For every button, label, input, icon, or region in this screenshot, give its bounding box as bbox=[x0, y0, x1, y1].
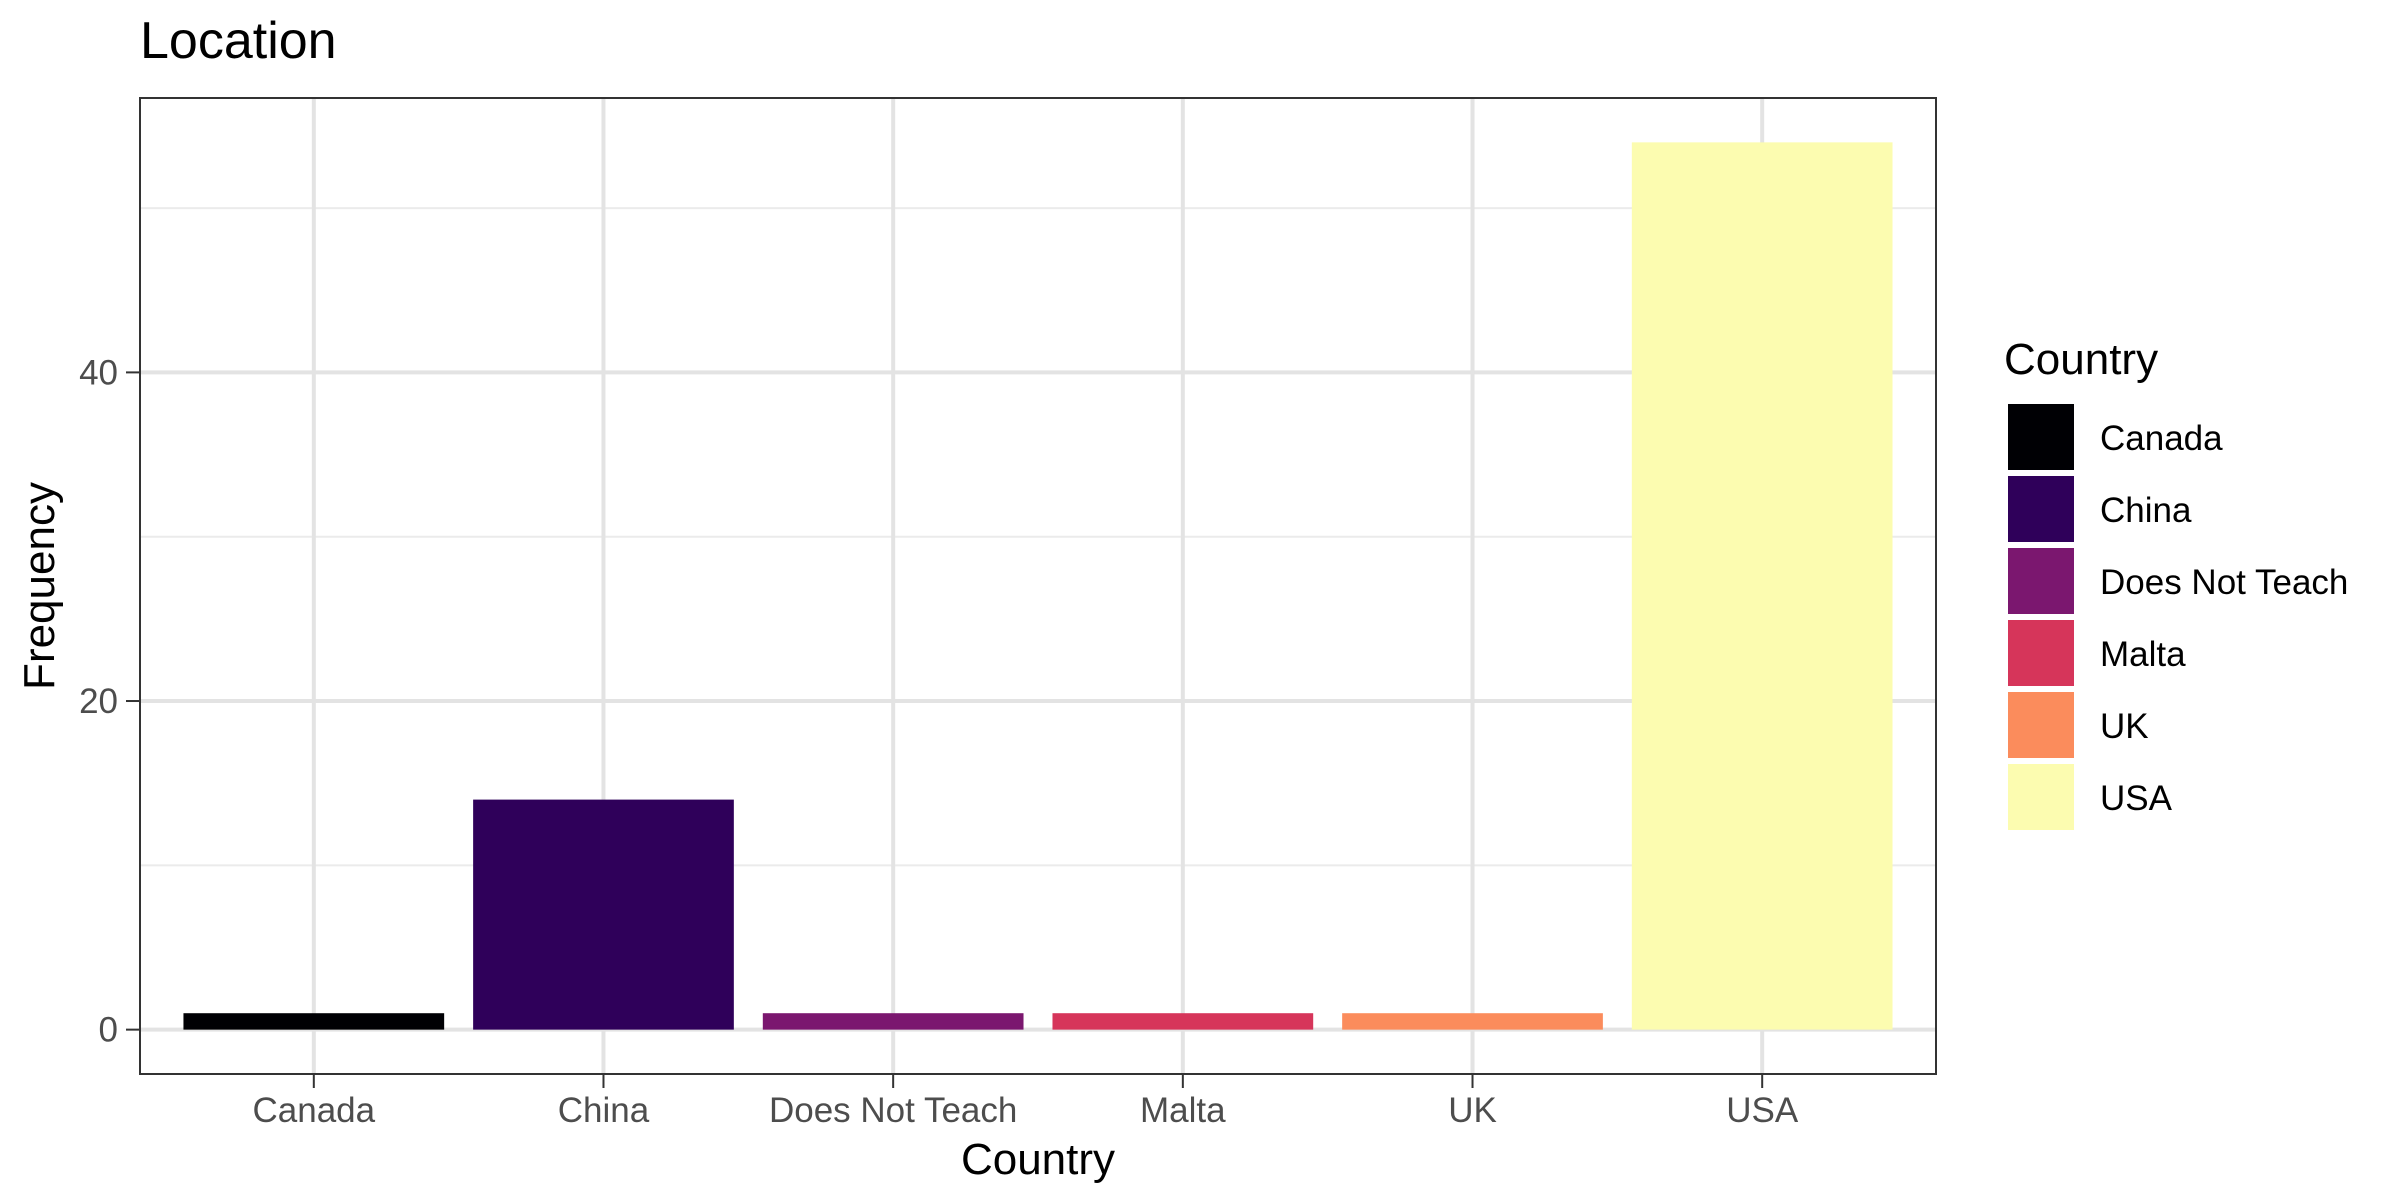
legend-key-usa bbox=[2008, 764, 2074, 830]
y-axis-title: Frequency bbox=[15, 482, 64, 690]
x-tick-label: Malta bbox=[1140, 1091, 1226, 1130]
legend-key-uk bbox=[2008, 692, 2074, 758]
legend-label: Malta bbox=[2100, 635, 2186, 674]
x-tick-label: UK bbox=[1448, 1091, 1497, 1130]
y-tick-label: 20 bbox=[79, 682, 118, 721]
legend-label: UK bbox=[2100, 707, 2149, 746]
panel-border bbox=[139, 97, 1937, 1075]
x-tick-label: China bbox=[558, 1091, 650, 1130]
bar-malta bbox=[1052, 1013, 1314, 1030]
y-tick-label: 0 bbox=[99, 1011, 118, 1050]
legend-key-malta bbox=[2008, 620, 2074, 686]
legend-label: Canada bbox=[2100, 419, 2223, 458]
bar-uk bbox=[1342, 1013, 1603, 1030]
legend-title: Country bbox=[2004, 335, 2158, 384]
bar-canada bbox=[183, 1013, 445, 1030]
legend-label: USA bbox=[2100, 779, 2173, 818]
y-axis: 0 20 40 bbox=[79, 353, 140, 1050]
legend-key-china bbox=[2008, 476, 2074, 542]
bars bbox=[183, 142, 1893, 1030]
legend-label: China bbox=[2100, 491, 2192, 530]
x-tick-label: Does Not Teach bbox=[769, 1091, 1017, 1130]
bar-china bbox=[473, 799, 734, 1030]
bar-does-not-teach bbox=[762, 1013, 1024, 1030]
legend: Country Canada China Does Not Teach Malta UK… bbox=[2004, 335, 2348, 830]
legend-key-canada bbox=[2008, 404, 2074, 470]
chart-title: Location bbox=[140, 12, 337, 70]
legend-keys: Canada China Does Not Teach Malta UK USA bbox=[2008, 404, 2348, 830]
y-tick-label: 40 bbox=[79, 353, 118, 392]
x-axis-title: Country bbox=[961, 1135, 1115, 1184]
x-tick-label: Canada bbox=[253, 1091, 376, 1130]
x-axis: Canada China Does Not Teach Malta UK USA bbox=[253, 1074, 1799, 1130]
legend-label: Does Not Teach bbox=[2100, 563, 2348, 602]
bar-usa bbox=[1631, 142, 1893, 1030]
x-tick-label: USA bbox=[1726, 1091, 1799, 1130]
legend-key-does-not-teach bbox=[2008, 548, 2074, 614]
